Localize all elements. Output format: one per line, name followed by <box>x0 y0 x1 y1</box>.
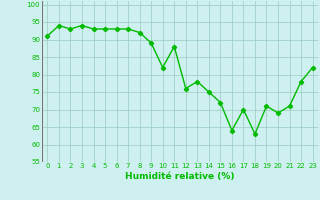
X-axis label: Humidité relative (%): Humidité relative (%) <box>125 172 235 181</box>
